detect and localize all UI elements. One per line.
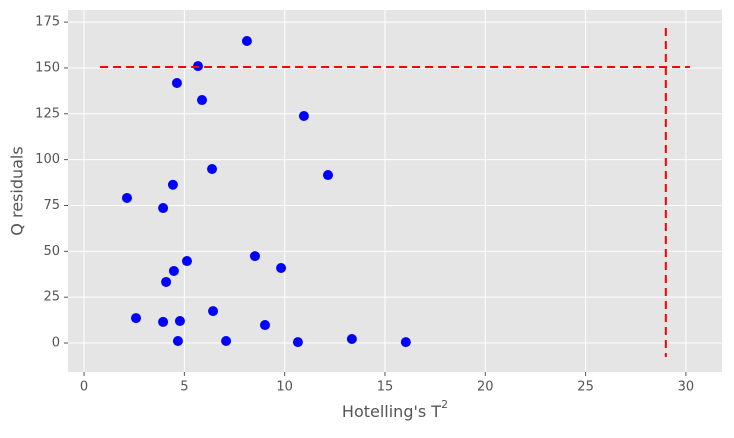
point (221, 336, 232, 347)
y-tick-label: 25 (43, 290, 60, 305)
point (161, 276, 172, 287)
point (208, 306, 219, 317)
point (158, 203, 169, 214)
x-tick-label: 5 (180, 380, 188, 395)
point (298, 110, 309, 121)
y-tick-label: 50 (43, 244, 60, 259)
x-tick-label: 25 (577, 380, 594, 395)
point (322, 170, 333, 181)
point (260, 320, 271, 331)
point (346, 333, 357, 344)
y-tick-label: 100 (35, 152, 60, 167)
point (276, 263, 287, 274)
y-tick-label: 75 (43, 198, 60, 213)
x-tick-label: 0 (80, 380, 88, 395)
y-tick-label: 175 (35, 15, 60, 30)
point (172, 336, 183, 347)
point (121, 192, 132, 203)
point (168, 265, 179, 276)
point (292, 337, 303, 348)
point (174, 316, 185, 327)
x-tick-label: 15 (377, 380, 394, 395)
point (207, 163, 218, 174)
point (400, 337, 411, 348)
y-tick-label: 0 (52, 336, 60, 351)
point (158, 316, 169, 327)
x-tick-label: 30 (678, 380, 695, 395)
x-axis-label: Hotelling's T2 (342, 398, 448, 421)
x-tick-label: 20 (477, 380, 494, 395)
x-label-text: Hotelling's T (342, 402, 441, 421)
y-tick-label: 150 (35, 60, 60, 75)
point (249, 251, 260, 262)
x-label-sup: 2 (441, 398, 448, 411)
point (181, 256, 192, 267)
point (171, 77, 182, 88)
point (241, 35, 252, 46)
plot-area (68, 10, 722, 372)
y-axis-label: Q residuals (8, 146, 27, 235)
point (167, 179, 178, 190)
point (197, 95, 208, 106)
y-tick-label: 125 (35, 106, 60, 121)
point (131, 313, 142, 324)
x-tick-label: 10 (276, 380, 293, 395)
